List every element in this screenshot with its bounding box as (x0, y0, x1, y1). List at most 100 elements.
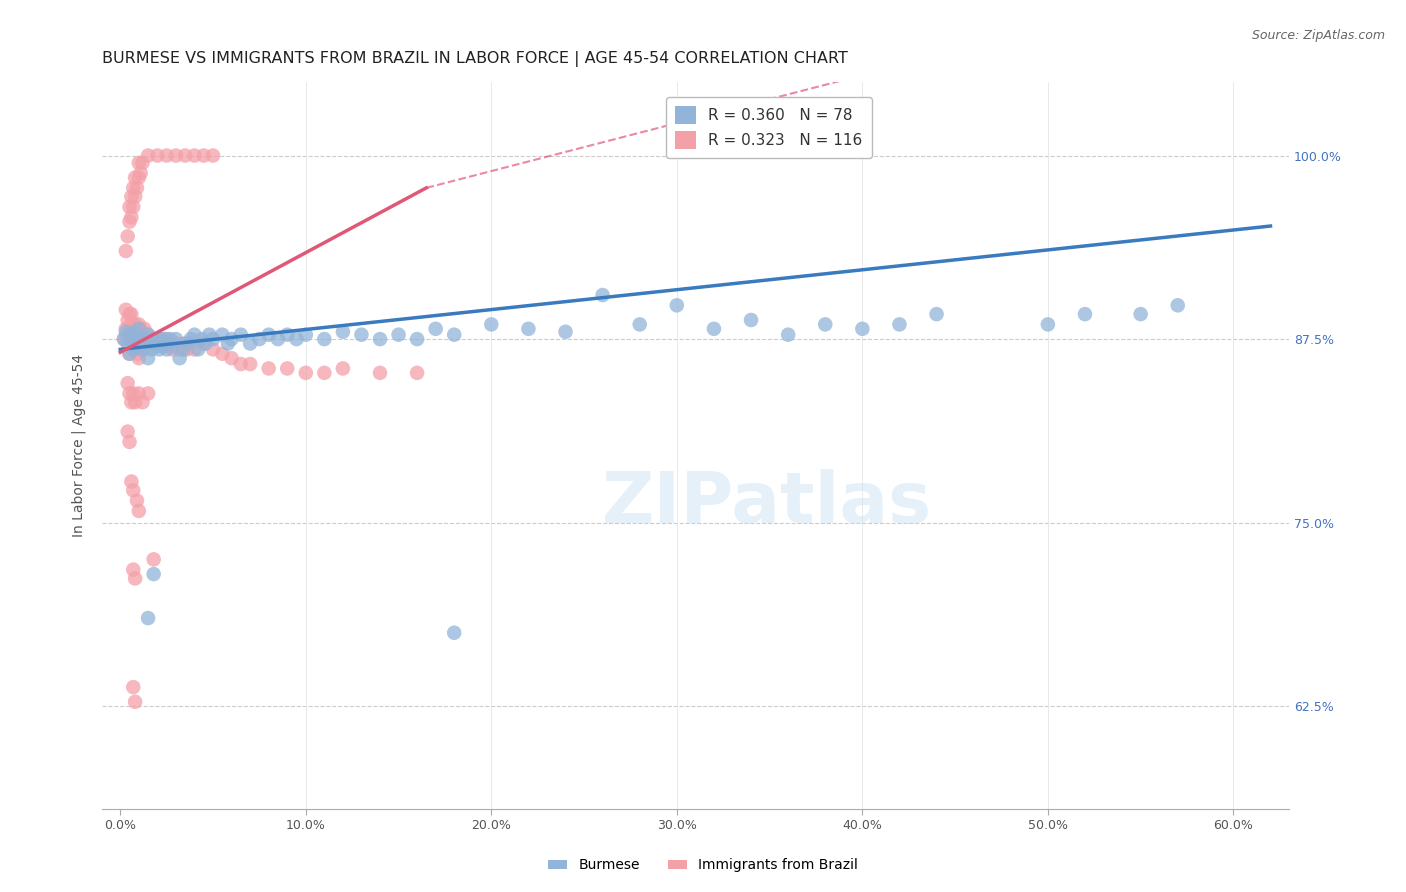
Point (350, 327, 373, 342)
Point (131, 395, 153, 409)
Point (221, 351, 243, 366)
Point (142, 552, 165, 566)
Point (136, 327, 159, 342)
Point (193, 336, 215, 351)
Point (176, 343, 198, 357)
Point (112, 332, 135, 346)
Point (118, 327, 141, 342)
Point (443, 327, 465, 342)
Point (120, 475, 142, 489)
Point (1036, 318, 1059, 332)
Point (124, 336, 146, 351)
Point (479, 318, 502, 332)
Point (406, 332, 429, 346)
Point (122, 336, 145, 351)
Point (129, 332, 152, 346)
Point (628, 318, 651, 332)
Text: Source: ZipAtlas.com: Source: ZipAtlas.com (1251, 29, 1385, 42)
Point (1167, 298, 1189, 312)
Point (314, 332, 336, 346)
Point (117, 229, 139, 244)
Point (117, 313, 139, 327)
Point (406, 366, 429, 380)
Point (122, 181, 145, 195)
Point (257, 361, 280, 376)
Text: BURMESE VS IMMIGRANTS FROM BRAZIL IN LABOR FORCE | AGE 45-54 CORRELATION CHART: BURMESE VS IMMIGRANTS FROM BRAZIL IN LAB… (101, 51, 848, 67)
Point (425, 322, 447, 336)
Point (146, 332, 169, 346)
Point (122, 322, 145, 336)
Point (368, 366, 391, 380)
Point (118, 307, 141, 321)
Point (276, 327, 298, 342)
Point (125, 332, 148, 346)
Point (183, 148, 205, 162)
Point (160, 339, 183, 353)
Point (124, 170, 146, 185)
Point (778, 327, 800, 342)
Point (120, 189, 142, 203)
Point (332, 325, 354, 339)
Point (202, 148, 225, 162)
Point (202, 343, 225, 357)
Point (165, 336, 187, 351)
Point (134, 332, 156, 346)
Point (165, 332, 187, 346)
Point (128, 170, 150, 185)
Point (114, 325, 136, 339)
Point (141, 343, 163, 357)
Point (124, 695, 146, 709)
Point (136, 386, 159, 401)
Point (740, 313, 762, 327)
Point (174, 148, 197, 162)
Point (118, 386, 141, 401)
Point (118, 347, 141, 361)
Point (142, 332, 165, 346)
Point (314, 366, 336, 380)
Point (118, 434, 141, 449)
Point (193, 148, 215, 162)
Point (150, 332, 173, 346)
Point (169, 343, 191, 357)
Point (145, 339, 167, 353)
Point (180, 332, 202, 346)
Point (120, 327, 142, 342)
Point (156, 343, 179, 357)
Point (187, 343, 209, 357)
Point (120, 395, 142, 409)
Point (294, 327, 316, 342)
Point (120, 332, 142, 346)
Point (136, 148, 159, 162)
Point (124, 395, 146, 409)
Point (247, 332, 270, 346)
Point (122, 680, 145, 694)
Point (114, 244, 136, 258)
Point (120, 211, 142, 225)
Point (122, 483, 145, 498)
Point (152, 339, 174, 353)
Point (153, 332, 176, 346)
Point (120, 307, 142, 321)
Point (128, 156, 150, 170)
Point (114, 322, 136, 336)
Point (131, 332, 153, 346)
Point (136, 327, 159, 342)
Point (592, 288, 614, 302)
Point (665, 298, 688, 312)
Point (889, 318, 911, 332)
Point (120, 318, 142, 332)
Point (139, 332, 162, 346)
Point (125, 181, 148, 195)
Point (117, 376, 139, 391)
Point (129, 166, 152, 180)
Point (112, 332, 135, 346)
Point (136, 336, 159, 351)
Legend: R = 0.360   N = 78, R = 0.323   N = 116: R = 0.360 N = 78, R = 0.323 N = 116 (665, 97, 872, 158)
Point (176, 336, 198, 351)
Point (124, 571, 146, 585)
Point (157, 336, 180, 351)
Point (134, 322, 156, 336)
Point (239, 357, 262, 371)
Point (146, 148, 169, 162)
Point (160, 343, 183, 357)
